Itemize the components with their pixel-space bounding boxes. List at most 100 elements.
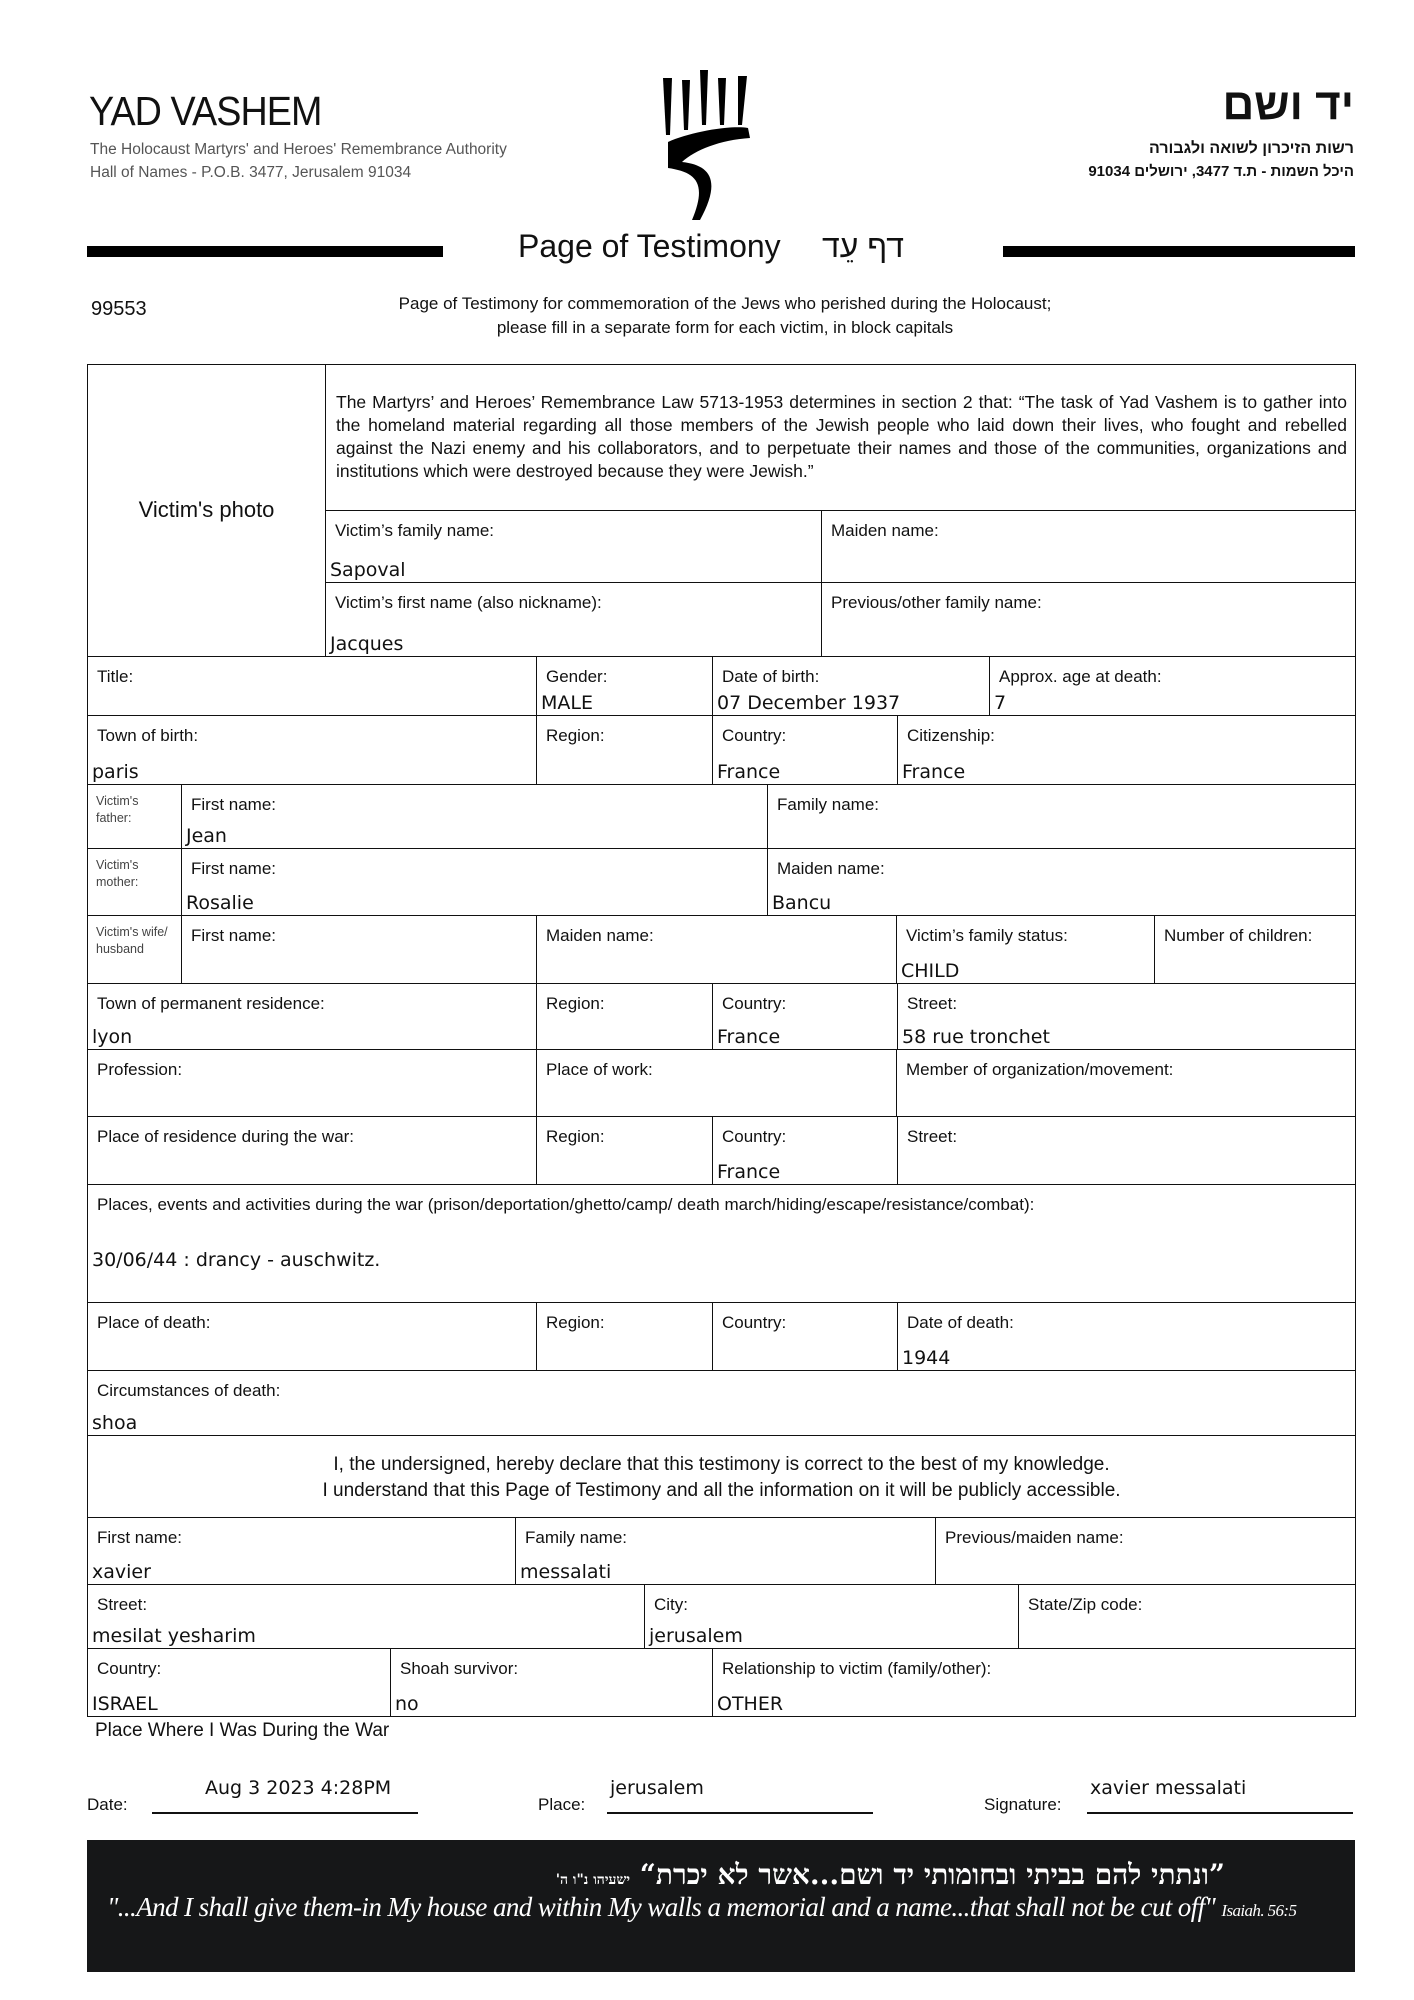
field-children[interactable]: Number of children:: [1154, 915, 1356, 984]
place-value[interactable]: jerusalem: [610, 1777, 704, 1799]
field-father-first[interactable]: First name: Jean: [181, 784, 768, 849]
field-w-survivor[interactable]: Shoah survivor: no: [390, 1648, 713, 1717]
dob-value[interactable]: 07 December 1937: [717, 692, 901, 714]
field-w-country[interactable]: Country: ISRAEL: [87, 1648, 391, 1717]
field-war-region[interactable]: Region:: [536, 1116, 713, 1185]
war-country-value[interactable]: France: [717, 1161, 781, 1183]
w-relationship-value[interactable]: OTHER: [717, 1693, 784, 1715]
signature-value[interactable]: xavier messalati: [1090, 1777, 1247, 1799]
w-street-value[interactable]: mesilat yesharim: [92, 1625, 256, 1647]
field-spouse-first[interactable]: First name:: [181, 915, 537, 984]
first-name-value[interactable]: Jacques: [330, 633, 404, 655]
field-res-street[interactable]: Street: 58 rue tronchet: [897, 983, 1356, 1050]
field-mother-first[interactable]: First name: Rosalie: [181, 848, 768, 916]
field-war-country[interactable]: Country: France: [712, 1116, 898, 1185]
date-value[interactable]: Aug 3 2023 4:28PM: [205, 1777, 392, 1799]
field-member[interactable]: Member of organization/movement:: [896, 1049, 1356, 1117]
field-work[interactable]: Place of work:: [536, 1049, 897, 1117]
w-country-value[interactable]: ISRAEL: [92, 1693, 158, 1715]
field-res-country[interactable]: Country: France: [712, 983, 898, 1050]
town-birth-value[interactable]: paris: [92, 761, 139, 783]
war-street-label: Street:: [907, 1127, 958, 1146]
quote-english-line: "...And I shall give them-in My house an…: [107, 1892, 1341, 1923]
w-street-label: Street:: [97, 1595, 148, 1614]
field-gender[interactable]: Gender: MALE: [536, 656, 713, 716]
w-family-label: Family name:: [525, 1528, 628, 1547]
field-previous-name[interactable]: Previous/other family name:: [821, 582, 1356, 657]
family-name-label: Victim’s family name:: [335, 521, 495, 540]
age-value[interactable]: 7: [994, 692, 1007, 714]
field-res-region[interactable]: Region:: [536, 983, 713, 1050]
death-date-value[interactable]: 1944: [902, 1347, 951, 1369]
field-father-family[interactable]: Family name:: [767, 784, 1356, 849]
member-label: Member of organization/movement:: [906, 1060, 1174, 1079]
field-places[interactable]: Places, events and activities during the…: [87, 1184, 1356, 1303]
field-maiden-name[interactable]: Maiden name:: [821, 510, 1356, 583]
mother-maiden-value[interactable]: Bancu: [772, 892, 832, 914]
w-survivor-value[interactable]: no: [395, 1693, 419, 1715]
field-res-town[interactable]: Town of permanent residence: lyon: [87, 983, 537, 1050]
field-mother-maiden[interactable]: Maiden name: Bancu: [767, 848, 1356, 916]
res-town-value[interactable]: lyon: [92, 1026, 133, 1048]
gender-value[interactable]: MALE: [541, 692, 593, 714]
maiden-name-label: Maiden name:: [831, 521, 939, 540]
field-w-family[interactable]: Family name: messalati: [515, 1517, 936, 1585]
org-subtitle: The Holocaust Martyrs' and Heroes' Remem…: [90, 141, 507, 158]
country-birth-label: Country:: [722, 726, 787, 745]
res-street-value[interactable]: 58 rue tronchet: [902, 1026, 1050, 1048]
res-country-value[interactable]: France: [717, 1026, 781, 1048]
w-first-value[interactable]: xavier: [92, 1561, 151, 1583]
title-label: Title:: [97, 667, 134, 686]
field-profession[interactable]: Profession:: [87, 1049, 537, 1117]
field-w-city[interactable]: City: jerusalem: [644, 1584, 1019, 1649]
father-first-value[interactable]: Jean: [186, 825, 227, 847]
field-death-country[interactable]: Country:: [712, 1302, 898, 1371]
field-war-res[interactable]: Place of residence during the war:: [87, 1116, 537, 1185]
field-family-status[interactable]: Victim’s family status: CHILD: [896, 915, 1155, 984]
org-name-hebrew: יד ושם: [1222, 80, 1354, 129]
country-birth-value[interactable]: France: [717, 761, 781, 783]
family-status-value[interactable]: CHILD: [901, 960, 960, 982]
places-value[interactable]: 30/06/44 : drancy - auschwitz.: [92, 1249, 381, 1271]
citizenship-value[interactable]: France: [902, 761, 966, 783]
field-dob[interactable]: Date of birth: 07 December 1937: [712, 656, 990, 716]
field-circumstances[interactable]: Circumstances of death: shoa: [87, 1370, 1356, 1436]
field-death-date[interactable]: Date of death: 1944: [897, 1302, 1356, 1371]
field-first-name[interactable]: Victim’s first name (also nickname): Jacq…: [325, 582, 822, 657]
field-title[interactable]: Title:: [87, 656, 537, 716]
field-town-birth[interactable]: Town of birth: paris: [87, 715, 537, 785]
field-spouse-maiden[interactable]: Maiden name:: [536, 915, 897, 984]
field-family-name[interactable]: Victim’s family name: Sapoval: [325, 510, 822, 583]
death-place-label: Place of death:: [97, 1313, 211, 1332]
w-city-value[interactable]: jerusalem: [649, 1625, 743, 1647]
field-death-place[interactable]: Place of death:: [87, 1302, 537, 1371]
dob-label: Date of birth:: [722, 667, 820, 686]
field-citizenship[interactable]: Citizenship: France: [897, 715, 1356, 785]
intro-line-1: Page of Testimony for commemoration of t…: [398, 294, 1052, 313]
field-death-region[interactable]: Region:: [536, 1302, 713, 1371]
field-war-street[interactable]: Street:: [897, 1116, 1356, 1185]
field-w-first[interactable]: First name: xavier: [87, 1517, 516, 1585]
field-w-street[interactable]: Street: mesilat yesharim: [87, 1584, 645, 1649]
header-bar-left: [87, 246, 443, 257]
circumstances-value[interactable]: shoa: [92, 1412, 138, 1434]
mother-first-value[interactable]: Rosalie: [186, 892, 254, 914]
quote-hebrew-ref: ישעיהו נ"ו ה': [555, 1872, 631, 1888]
mother-tag-label: Victim's mother:: [96, 858, 139, 889]
field-w-relationship[interactable]: Relationship to victim (family/other): OT…: [712, 1648, 1356, 1717]
field-age[interactable]: Approx. age at death: 7: [989, 656, 1356, 716]
field-country-birth[interactable]: Country: France: [712, 715, 898, 785]
w-family-value[interactable]: messalati: [520, 1561, 612, 1583]
field-region-birth[interactable]: Region:: [536, 715, 713, 785]
death-region-label: Region:: [546, 1313, 605, 1332]
declaration-label: I, the undersigned, hereby declare that …: [322, 1454, 1121, 1501]
field-w-zip[interactable]: State/Zip code:: [1018, 1584, 1356, 1649]
res-town-label: Town of permanent residence:: [97, 994, 325, 1013]
date-line: [152, 1812, 418, 1814]
field-w-prev[interactable]: Previous/maiden name:: [935, 1517, 1356, 1585]
war-res-label: Place of residence during the war:: [97, 1127, 355, 1146]
family-name-value[interactable]: Sapoval: [330, 559, 406, 581]
war-country-label: Country:: [722, 1127, 787, 1146]
signature-label: Signature:: [984, 1795, 1062, 1814]
page-title-hebrew: דף עֵד: [822, 228, 904, 264]
